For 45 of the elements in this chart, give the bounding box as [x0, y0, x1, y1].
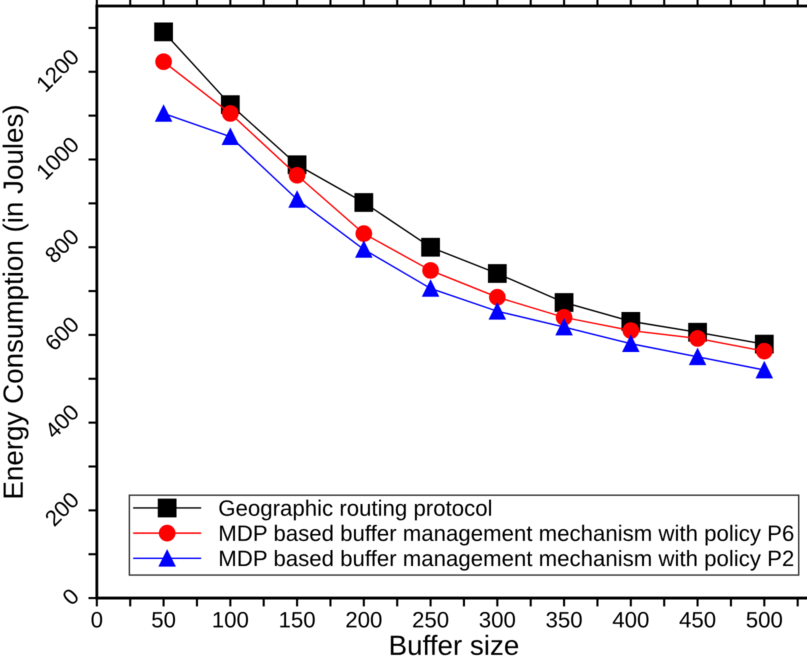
point	[756, 362, 773, 378]
point	[155, 53, 172, 70]
point	[288, 191, 306, 208]
point	[554, 293, 574, 312]
point	[422, 280, 439, 297]
point	[422, 262, 439, 279]
legend-label: Geographic routing protocol	[219, 500, 492, 520]
x-tick-label: 300	[480, 612, 515, 628]
point	[288, 166, 306, 184]
x-tick-label: 350	[546, 612, 582, 628]
point	[689, 330, 706, 347]
point	[222, 128, 239, 146]
y-axis-title: Energy Consumption (in Joules)	[2, 106, 28, 498]
x-tick-label: 0	[92, 612, 102, 628]
point	[222, 105, 239, 122]
point	[622, 335, 640, 352]
y-tick-label: 0	[61, 587, 80, 606]
x-tick-label: 250	[413, 612, 448, 628]
point	[488, 288, 506, 306]
point	[421, 238, 440, 257]
point	[154, 22, 173, 42]
y-tick-label: 200	[44, 490, 80, 527]
point	[756, 342, 773, 360]
point	[355, 225, 372, 242]
x-tick-label: 100	[213, 612, 248, 628]
point	[488, 264, 507, 283]
x-tick-label: 500	[746, 612, 782, 628]
x-tick-label: 150	[280, 612, 315, 628]
y-tick-label: 800	[44, 228, 80, 264]
point	[355, 241, 372, 258]
point	[622, 322, 640, 339]
point	[556, 318, 572, 336]
point	[354, 193, 374, 212]
point	[155, 105, 172, 122]
x-tick-label: 450	[680, 612, 716, 628]
point	[689, 348, 706, 366]
y-tick-label: 400	[44, 403, 80, 440]
legend-label: MDP based buffer management mechanism with policy P6	[220, 524, 794, 546]
y-tick-label: 600	[44, 316, 80, 352]
x-tick-label: 400	[612, 612, 648, 628]
x-tick-label: 50	[152, 612, 176, 628]
legend-label: MDP based buffer management mechanism with policy P2	[220, 550, 794, 571]
x-axis-title: Buffer size	[390, 634, 518, 656]
x-tick-label: 200	[346, 612, 382, 628]
point	[488, 302, 506, 320]
